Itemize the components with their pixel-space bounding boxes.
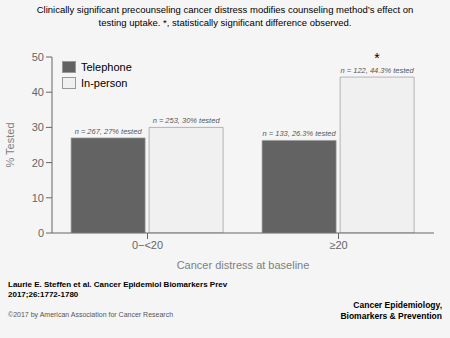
html-text:Cancer Epidemiology, Biomarker: Cancer Epidemiology, Biomarkers & Preven…: [340, 300, 442, 321]
svg-text:% Tested: % Tested: [4, 122, 16, 167]
svg-text:30: 30: [32, 121, 44, 133]
html-text:In-person: In-person: [81, 77, 128, 89]
svg-text:≥20: ≥20: [329, 239, 347, 251]
svg-text:n = 267, 27% tested: n = 267, 27% tested: [75, 127, 143, 136]
svg-text:n = 122, 44.3% tested: n = 122, 44.3% tested: [341, 66, 415, 75]
svg-text:0: 0: [38, 227, 44, 239]
svg-text:0−<20: 0−<20: [132, 239, 163, 251]
html-text:Telephone: Telephone: [81, 61, 132, 73]
html-text:Laurie E. Steffen et al. Cance: Laurie E. Steffen et al. Cancer Epidemio…: [8, 280, 228, 299]
svg-text:10: 10: [32, 192, 44, 204]
svg-text:50: 50: [32, 51, 44, 63]
svg-text:n = 133, 26.3% tested: n = 133, 26.3% tested: [263, 129, 337, 138]
svg-text:*: *: [374, 50, 380, 66]
svg-text:20: 20: [32, 157, 44, 169]
svg-text:40: 40: [32, 86, 44, 98]
svg-text:Cancer distress at baseline: Cancer distress at baseline: [177, 259, 310, 271]
html-text:Clinically significant precoun: Clinically significant precounseling can…: [36, 4, 414, 28]
html-text:©2017 by American Association: ©2017 by American Association for Cancer…: [8, 311, 174, 318]
svg-text:n = 253, 30% tested: n = 253, 30% tested: [153, 116, 221, 125]
